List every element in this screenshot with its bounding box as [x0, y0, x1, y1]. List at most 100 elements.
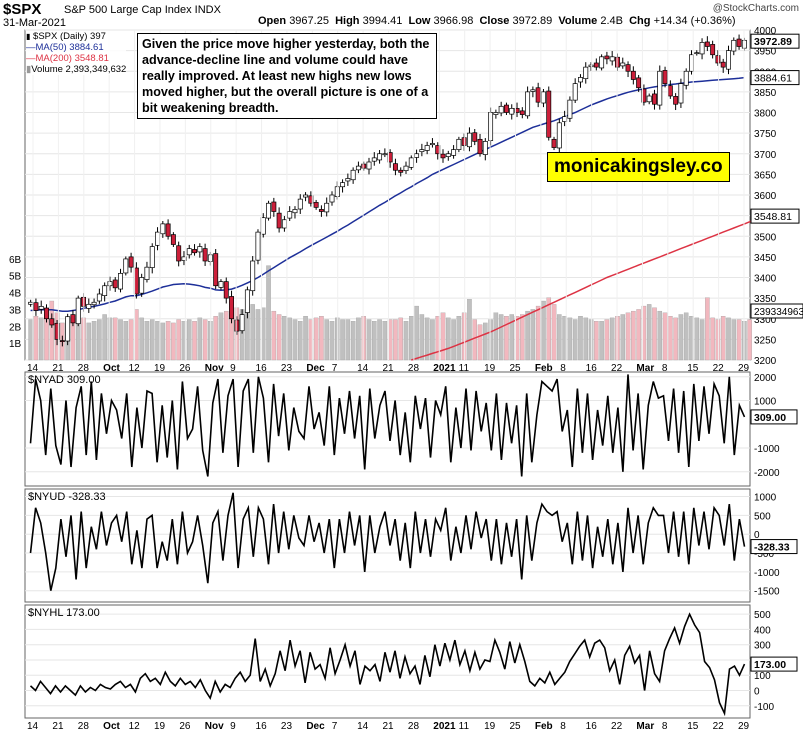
candle-body [503, 104, 509, 113]
price-x-label: 16 [586, 363, 598, 374]
volume-bar [557, 314, 562, 361]
price-x-label: 8 [662, 363, 668, 374]
candle-body [229, 296, 235, 320]
price-y-tick: 3750 [754, 129, 777, 140]
candle-body [318, 209, 324, 212]
price-x-label: Nov [205, 363, 224, 374]
volume-bar [720, 316, 726, 361]
volume-bar [149, 319, 155, 361]
candle-body [33, 302, 39, 311]
candle-body [366, 161, 372, 170]
indicator-y-tick: 0 [754, 530, 760, 541]
price-x-label: 21 [383, 363, 395, 374]
candle-body [567, 99, 573, 119]
price-x-label: Mar [636, 363, 654, 374]
volume-bar [202, 319, 208, 361]
candle-body [192, 249, 197, 254]
candle-body [720, 61, 726, 68]
volume-bar [509, 314, 515, 361]
price-x-label: 2021 [433, 363, 456, 374]
candle-body [392, 163, 398, 171]
volume-bar [657, 310, 663, 361]
bottom-x-label: 16 [256, 721, 268, 732]
volume-bar [398, 317, 403, 361]
bottom-x-label: 9 [230, 721, 236, 732]
candle-body [155, 231, 160, 246]
price-x-label: 14 [27, 363, 39, 374]
candle-body [493, 112, 499, 115]
volume-bar [49, 300, 55, 361]
price-x-label: 12 [129, 363, 141, 374]
candle-body [451, 149, 457, 156]
candle-body [276, 212, 282, 229]
volume-bar [731, 319, 737, 361]
volume-y-tick: 4B [9, 289, 22, 300]
price-y-tick: 3300 [754, 315, 777, 326]
chg-label: Chg [629, 15, 651, 27]
volume-bar [699, 319, 705, 361]
ma200-tag-box [750, 208, 800, 224]
indicator-y-tick: -1500 [754, 587, 780, 598]
candle-body [525, 91, 531, 117]
price-x-label: 21 [52, 363, 64, 374]
volume-bar [155, 321, 160, 361]
volume-bar [123, 321, 129, 361]
ma200-tag: 3548.81 [754, 211, 792, 223]
volume-bar [477, 324, 483, 361]
price-y-tick: 4000 [754, 26, 777, 37]
volume-bar [250, 304, 255, 361]
volume-bar [102, 314, 107, 361]
candle-body [144, 266, 150, 280]
candle-body [59, 340, 65, 342]
candle-body [86, 303, 92, 309]
volume-bar [546, 297, 552, 361]
annotation-box: Given the price move higher yesterday, b… [137, 33, 437, 119]
volume-bar [128, 319, 134, 361]
candle-body [361, 163, 367, 169]
volume-bar [112, 317, 118, 361]
price-x-label: 7 [332, 363, 338, 374]
volume-bar [340, 319, 345, 361]
volume-bar [456, 316, 462, 361]
price-x-label: Dec [306, 363, 325, 374]
volume-bar [303, 316, 308, 361]
volume-y-tick: 2B [9, 322, 22, 333]
bottom-x-label: 21 [383, 721, 395, 732]
candle-body [118, 273, 123, 290]
indicator-title-2: $NYUD -328.33 [28, 491, 106, 503]
indicator-y-tick: 400 [754, 625, 771, 636]
volume-bar [446, 317, 451, 361]
candle-body [197, 246, 203, 253]
volume-bar [86, 322, 92, 361]
price-y-tick: 3500 [754, 232, 777, 243]
candle-body [435, 145, 441, 155]
volume-bar [694, 317, 700, 361]
candle-body [403, 165, 409, 172]
volume-bar [715, 319, 721, 361]
bottom-x-label: 2021 [433, 721, 456, 732]
candle-body [630, 70, 636, 80]
volume-bar [641, 305, 647, 361]
volume-bar [625, 312, 631, 361]
candle-body [646, 95, 652, 103]
candle-body [292, 209, 298, 214]
candle-body [44, 307, 49, 320]
indicator-line-3 [29, 612, 746, 717]
bottom-x-label: 28 [408, 721, 420, 732]
price-y-tick: 3700 [754, 150, 777, 161]
high-value: 3994.41 [362, 15, 403, 27]
volume-bar [165, 321, 171, 361]
indicator-y-tick: 500 [754, 511, 771, 522]
volume-bar [197, 317, 203, 361]
candle-body [609, 56, 615, 62]
candle-body [604, 55, 610, 60]
candle-body [408, 157, 414, 168]
indicator-last-tag: -328.33 [754, 542, 790, 554]
candle-body [636, 77, 642, 89]
volume-bar [186, 319, 192, 361]
volume-bar [223, 310, 229, 361]
price-y-tick: 3600 [754, 191, 777, 202]
price-y-tick: 3400 [754, 274, 777, 285]
bottom-x-label: 8 [662, 721, 668, 732]
volume-bar [292, 319, 298, 361]
